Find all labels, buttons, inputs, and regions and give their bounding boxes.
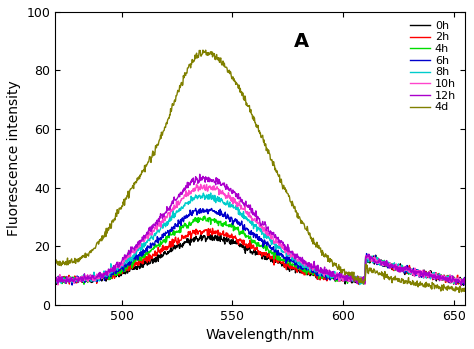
0h: [53, 275, 58, 279]
Line: 2h: 2h: [55, 228, 465, 284]
6h: [53, 279, 58, 283]
2h: [228, 233, 234, 237]
0h: [345, 277, 350, 281]
12h: [159, 213, 165, 217]
8h: [407, 270, 413, 275]
10h: [98, 274, 103, 278]
10h: [362, 280, 368, 284]
10h: [345, 279, 351, 283]
4d: [159, 133, 165, 137]
12h: [197, 172, 202, 176]
8h: [159, 224, 165, 229]
2h: [451, 282, 456, 286]
4h: [362, 280, 367, 284]
4d: [362, 277, 367, 282]
2h: [159, 250, 165, 254]
0h: [362, 277, 367, 281]
6h: [228, 215, 234, 219]
12h: [362, 282, 367, 286]
4d: [456, 290, 462, 295]
6h: [345, 273, 351, 277]
4h: [159, 241, 165, 245]
8h: [97, 273, 103, 277]
2h: [407, 263, 412, 268]
12h: [407, 268, 412, 272]
4d: [200, 48, 206, 52]
4d: [53, 261, 58, 265]
8h: [462, 278, 468, 282]
4h: [345, 281, 350, 285]
Line: 12h: 12h: [55, 174, 465, 285]
8h: [345, 277, 350, 282]
10h: [228, 198, 234, 202]
8h: [357, 282, 363, 287]
12h: [53, 277, 58, 281]
0h: [462, 280, 468, 284]
10h: [462, 281, 468, 285]
4d: [97, 239, 103, 243]
10h: [55, 283, 61, 287]
2h: [53, 278, 58, 282]
12h: [228, 186, 234, 191]
Line: 8h: 8h: [55, 193, 465, 284]
6h: [160, 232, 165, 236]
4d: [345, 272, 350, 276]
2h: [362, 281, 367, 285]
10h: [194, 182, 200, 186]
0h: [159, 255, 165, 259]
Line: 10h: 10h: [55, 184, 465, 285]
12h: [345, 279, 350, 283]
0h: [228, 242, 234, 246]
X-axis label: Wavelength/nm: Wavelength/nm: [205, 328, 315, 342]
10h: [160, 220, 165, 224]
4h: [202, 214, 208, 218]
Y-axis label: Fluorescence intensity: Fluorescence intensity: [7, 80, 21, 236]
6h: [407, 270, 413, 274]
8h: [208, 191, 213, 195]
4d: [462, 287, 468, 291]
0h: [407, 265, 412, 269]
8h: [228, 204, 234, 208]
Text: A: A: [293, 32, 309, 51]
Line: 0h: 0h: [55, 235, 465, 285]
6h: [193, 206, 199, 210]
6h: [362, 279, 368, 283]
4d: [407, 281, 412, 285]
12h: [462, 278, 468, 282]
4h: [407, 271, 412, 275]
8h: [362, 277, 368, 282]
4h: [53, 278, 58, 282]
6h: [462, 279, 468, 283]
4d: [228, 70, 234, 74]
2h: [210, 226, 215, 230]
12h: [458, 283, 464, 287]
0h: [205, 232, 211, 237]
0h: [97, 274, 103, 279]
Line: 6h: 6h: [55, 208, 465, 285]
10h: [407, 268, 413, 272]
8h: [53, 281, 58, 285]
2h: [97, 275, 103, 279]
6h: [98, 278, 103, 282]
4h: [228, 224, 234, 228]
4h: [97, 270, 103, 275]
0h: [461, 283, 466, 288]
12h: [97, 270, 103, 274]
Line: 4d: 4d: [55, 50, 465, 292]
2h: [462, 280, 468, 284]
Legend: 0h, 2h, 4h, 6h, 8h, 10h, 12h, 4d: 0h, 2h, 4h, 6h, 8h, 10h, 12h, 4d: [407, 17, 459, 116]
6h: [69, 283, 75, 287]
Line: 4h: 4h: [55, 216, 465, 284]
2h: [345, 275, 350, 279]
10h: [53, 275, 58, 279]
4h: [462, 282, 468, 286]
